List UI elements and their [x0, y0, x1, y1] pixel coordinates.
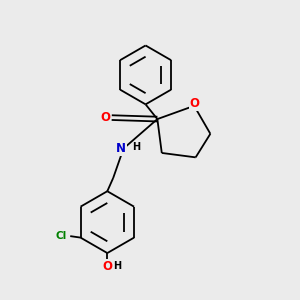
Text: O: O	[100, 111, 110, 124]
Text: O: O	[189, 97, 199, 110]
Text: Cl: Cl	[56, 231, 67, 241]
Text: H: H	[113, 261, 122, 271]
Text: H: H	[132, 142, 140, 152]
Text: O: O	[102, 260, 112, 273]
Text: N: N	[116, 142, 126, 155]
